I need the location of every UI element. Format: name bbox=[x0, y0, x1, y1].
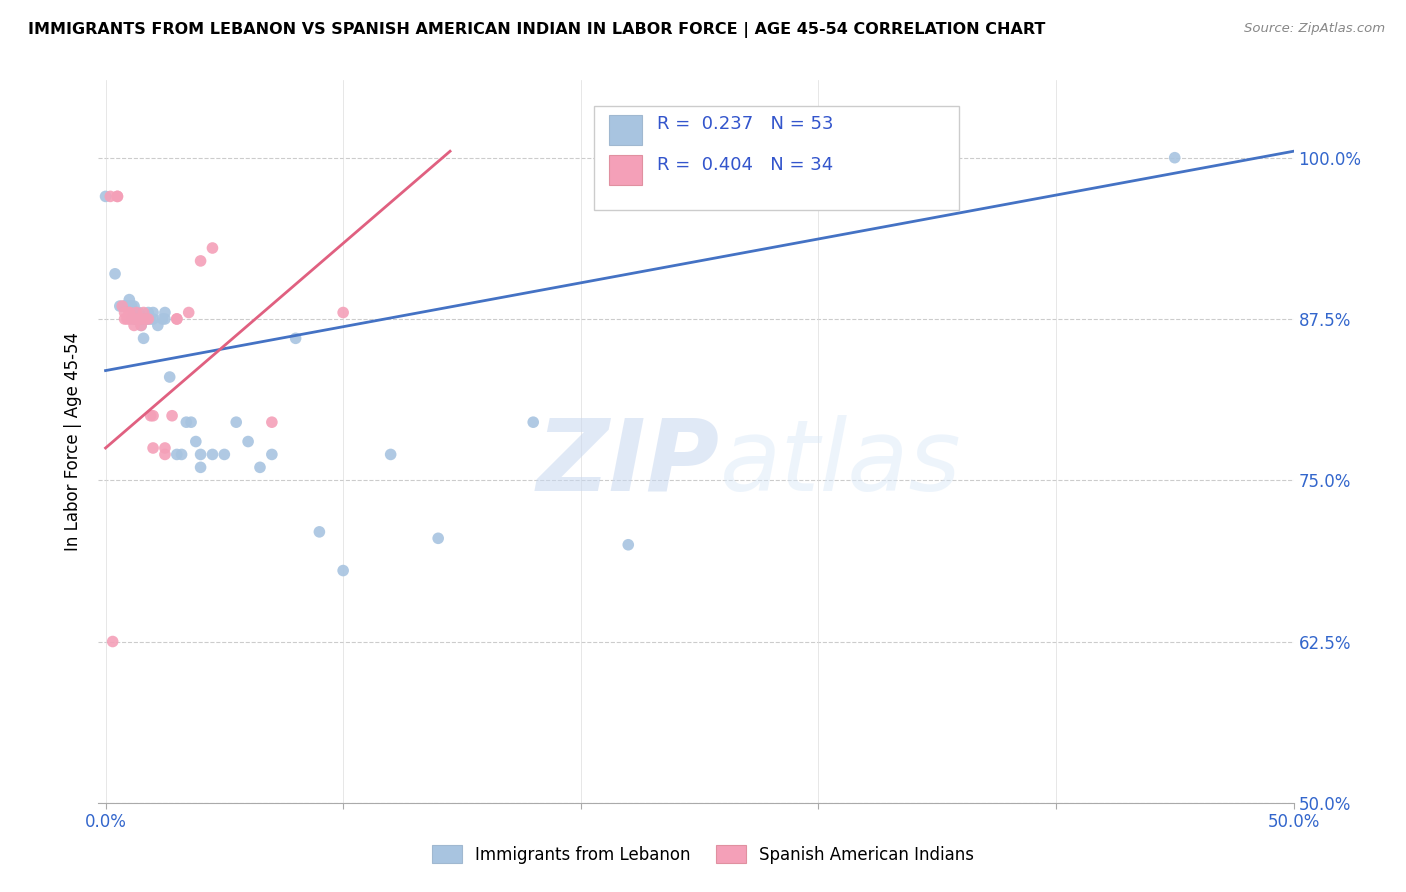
Point bbox=[214, 447, 236, 461]
Point bbox=[115, 312, 138, 326]
Point bbox=[98, 189, 121, 203]
Point bbox=[332, 305, 354, 319]
Point bbox=[236, 434, 259, 449]
Point bbox=[128, 312, 150, 326]
Point bbox=[108, 299, 131, 313]
Point bbox=[166, 447, 188, 461]
Point bbox=[201, 241, 224, 255]
Point bbox=[128, 305, 150, 319]
Point bbox=[142, 441, 165, 455]
Point bbox=[118, 299, 141, 313]
Point bbox=[129, 312, 152, 326]
Point bbox=[284, 331, 307, 345]
Point bbox=[125, 305, 148, 319]
Point bbox=[166, 312, 188, 326]
Point bbox=[332, 564, 354, 578]
Point bbox=[104, 267, 127, 281]
Legend: Immigrants from Lebanon, Spanish American Indians: Immigrants from Lebanon, Spanish America… bbox=[425, 838, 981, 871]
Point bbox=[170, 447, 193, 461]
Point bbox=[128, 312, 150, 326]
Point bbox=[380, 447, 402, 461]
Point bbox=[190, 253, 212, 268]
Text: Source: ZipAtlas.com: Source: ZipAtlas.com bbox=[1244, 22, 1385, 36]
Point bbox=[114, 299, 136, 313]
Point bbox=[125, 312, 148, 326]
Point bbox=[260, 415, 283, 429]
Point bbox=[132, 331, 155, 345]
Point bbox=[101, 634, 124, 648]
Text: R =  0.237   N = 53: R = 0.237 N = 53 bbox=[657, 115, 832, 133]
Point bbox=[180, 415, 202, 429]
Point bbox=[118, 293, 141, 307]
Point bbox=[129, 312, 152, 326]
Point bbox=[94, 189, 117, 203]
Point bbox=[135, 312, 157, 326]
Text: ZIP: ZIP bbox=[537, 415, 720, 512]
Point bbox=[160, 409, 183, 423]
Point bbox=[225, 415, 247, 429]
Point bbox=[135, 312, 157, 326]
Point bbox=[125, 312, 148, 326]
Point bbox=[125, 312, 148, 326]
Point bbox=[427, 531, 450, 545]
Point bbox=[166, 312, 188, 326]
Point bbox=[136, 305, 159, 319]
Point bbox=[177, 305, 200, 319]
Text: IMMIGRANTS FROM LEBANON VS SPANISH AMERICAN INDIAN IN LABOR FORCE | AGE 45-54 CO: IMMIGRANTS FROM LEBANON VS SPANISH AMERI… bbox=[28, 22, 1046, 38]
Text: R =  0.404   N = 34: R = 0.404 N = 34 bbox=[657, 156, 832, 174]
Point bbox=[122, 305, 145, 319]
Point bbox=[522, 415, 544, 429]
Point bbox=[129, 318, 152, 333]
Point bbox=[190, 447, 212, 461]
Bar bbox=[595, 105, 959, 211]
Point bbox=[139, 312, 162, 326]
Point bbox=[132, 312, 155, 326]
Point bbox=[136, 312, 159, 326]
Point bbox=[118, 305, 141, 319]
Point bbox=[132, 305, 155, 319]
Text: atlas: atlas bbox=[720, 415, 962, 512]
Point bbox=[153, 447, 176, 461]
Point bbox=[249, 460, 271, 475]
Bar bbox=[609, 154, 643, 185]
Point bbox=[135, 312, 157, 326]
Point bbox=[107, 189, 129, 203]
Point bbox=[114, 305, 136, 319]
Point bbox=[122, 299, 145, 313]
Point bbox=[107, 189, 129, 203]
Point bbox=[114, 299, 136, 313]
Point bbox=[121, 299, 143, 313]
Point bbox=[136, 312, 159, 326]
Point bbox=[142, 409, 165, 423]
Point bbox=[184, 434, 207, 449]
Point bbox=[118, 305, 141, 319]
Point bbox=[260, 447, 283, 461]
Point bbox=[176, 415, 198, 429]
Bar bbox=[609, 115, 643, 145]
Point bbox=[153, 441, 176, 455]
Point bbox=[122, 318, 145, 333]
Point bbox=[152, 312, 174, 326]
Point bbox=[308, 524, 330, 539]
Y-axis label: In Labor Force | Age 45-54: In Labor Force | Age 45-54 bbox=[65, 332, 83, 551]
Point bbox=[201, 447, 224, 461]
Point bbox=[118, 312, 141, 326]
Point bbox=[114, 312, 136, 326]
Point bbox=[122, 312, 145, 326]
Point bbox=[139, 409, 162, 423]
Point bbox=[146, 318, 169, 333]
Point bbox=[153, 305, 176, 319]
Point bbox=[129, 318, 152, 333]
Point bbox=[142, 312, 165, 326]
Point bbox=[617, 538, 640, 552]
Point bbox=[142, 305, 165, 319]
Point bbox=[115, 299, 138, 313]
Point bbox=[111, 299, 134, 313]
Point bbox=[159, 370, 181, 384]
Point bbox=[153, 312, 176, 326]
Point bbox=[190, 460, 212, 475]
Point bbox=[1164, 151, 1187, 165]
Point bbox=[121, 312, 143, 326]
